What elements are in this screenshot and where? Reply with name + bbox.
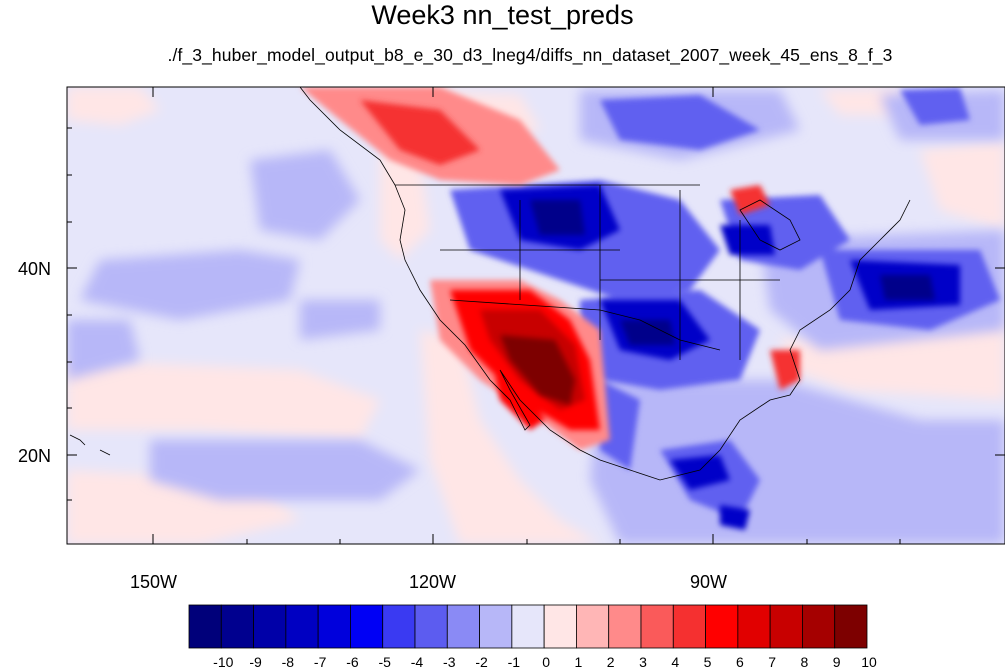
lat-label-20n: 20N — [18, 446, 52, 466]
colorbar-box — [576, 604, 610, 649]
colorbar-label: -7 — [313, 654, 327, 670]
colorbar-label: 4 — [671, 654, 680, 670]
colorbar-label: 10 — [861, 654, 877, 670]
colorbar-box — [382, 604, 416, 649]
colorbar-box — [479, 604, 513, 649]
colorbar-box — [802, 604, 836, 649]
colorbar-label: -4 — [410, 654, 424, 670]
colorbar — [188, 604, 868, 649]
lon-label-90w: 90W — [690, 572, 728, 592]
anomaly-field — [67, 87, 1005, 544]
colorbar-box — [446, 604, 480, 649]
colorbar-label: 3 — [639, 654, 647, 670]
colorbar-label: -5 — [378, 654, 391, 670]
colorbar-box — [511, 604, 545, 649]
colorbar-label: -10 — [213, 654, 234, 670]
colorbar-label: 2 — [606, 654, 615, 670]
colorbar-box — [705, 604, 739, 649]
colorbar-box — [769, 604, 803, 649]
colorbar-box — [253, 604, 287, 649]
axis-ticks — [67, 87, 1005, 544]
colorbar-label: 1 — [574, 654, 583, 670]
colorbar-label: -6 — [346, 654, 359, 670]
lon-label-150w: 150W — [130, 572, 178, 592]
colorbar-label: 8 — [800, 654, 809, 670]
coastlines — [69, 87, 911, 481]
colorbar-box — [188, 604, 222, 649]
lat-label-40n: 40N — [18, 259, 52, 279]
colorbar-box — [317, 604, 351, 649]
colorbar-box — [350, 604, 384, 649]
colorbar-box — [834, 604, 868, 649]
colorbar-label: 6 — [735, 654, 744, 670]
colorbar-label: -8 — [281, 654, 295, 670]
colorbar-label: 0 — [542, 654, 551, 670]
colorbar-label: 5 — [703, 654, 712, 670]
colorbar-box — [414, 604, 448, 649]
colorbar-box — [672, 604, 706, 649]
lon-label-120w: 120W — [409, 572, 457, 592]
colorbar-label: -2 — [475, 654, 488, 670]
colorbar-box — [640, 604, 674, 649]
colorbar-box — [220, 604, 254, 649]
colorbar-label: 9 — [832, 654, 841, 670]
colorbar-box — [737, 604, 771, 649]
colorbar-box — [608, 604, 642, 649]
colorbar-label: -3 — [443, 654, 456, 670]
colorbar-label: -9 — [249, 654, 262, 670]
colorbar-label: 7 — [768, 654, 777, 670]
colorbar-box — [285, 604, 319, 649]
colorbar-box — [543, 604, 577, 649]
map-subtitle: ./f_3_huber_model_output_b8_e_30_d3_lneg… — [167, 45, 893, 65]
map-title: Week3 nn_test_preds — [371, 0, 634, 30]
colorbar-label: -1 — [507, 654, 521, 670]
